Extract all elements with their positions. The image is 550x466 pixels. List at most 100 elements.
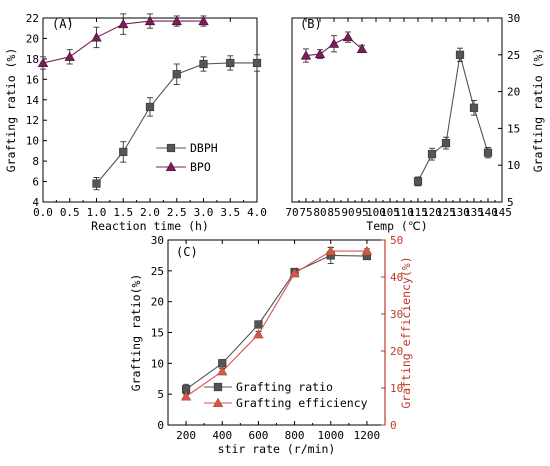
- y-tick-label: 4: [32, 196, 39, 209]
- series-2: [180, 245, 373, 401]
- x-tick-label: 70: [285, 206, 298, 219]
- data-point: [199, 59, 208, 69]
- y-tick-label: 16: [26, 73, 39, 86]
- y-tick-label: 6: [32, 176, 39, 189]
- series-1: [92, 54, 262, 191]
- data-point: [469, 103, 479, 112]
- x-axis-label: stir rate (r/min): [218, 442, 336, 456]
- y-tick-label: 20: [26, 32, 39, 45]
- legend: DBPH BPO: [156, 141, 218, 174]
- data-point: [483, 148, 493, 157]
- data-point: [325, 245, 336, 256]
- x-tick-label: 3.0: [194, 206, 214, 219]
- x-tick-label: 2.5: [167, 206, 187, 219]
- y-tick-label-right: 15: [507, 122, 520, 135]
- panel-label: (A): [52, 17, 74, 31]
- y2-tick-label: 30: [390, 308, 403, 321]
- data-point: [37, 57, 49, 68]
- x-tick-label: 1.5: [113, 206, 133, 219]
- y-tick-label: 30: [151, 234, 164, 247]
- x-tick-label: 4.0: [247, 206, 267, 219]
- x-tick-label: 1200: [354, 429, 381, 442]
- x-tick-label: 1.0: [87, 206, 107, 219]
- data-point: [254, 320, 263, 329]
- panel-label: (C): [176, 245, 198, 259]
- data-point: [118, 18, 129, 29]
- x-tick-label: 115: [408, 206, 428, 219]
- data-point: [226, 58, 235, 68]
- x-tick-label: 100: [366, 206, 386, 219]
- y-tick-label: 14: [26, 94, 40, 107]
- y-tick-label-right: 25: [507, 49, 520, 62]
- legend-entry: DBPH: [190, 141, 218, 155]
- data-point: [427, 150, 437, 159]
- data-point: [217, 366, 228, 376]
- panel-label: (B): [300, 17, 322, 31]
- chart-panel-2: 70 75 80 85 90 951001051101151201251301351401…: [285, 12, 545, 233]
- x-axis-label: Temp (℃): [366, 219, 427, 233]
- data-point: [91, 32, 102, 42]
- x-tick-label: 400: [212, 429, 232, 442]
- data-point: [119, 147, 128, 157]
- series-line: [185, 250, 367, 397]
- x-tick-label: 140: [478, 206, 498, 219]
- legend-entry: Grafting ratio: [236, 380, 333, 394]
- y-tick-label: 20: [151, 296, 164, 309]
- data-point: [171, 15, 182, 26]
- chart-panel-1: 0.0 0.5 1.0 1.5 2.0 2.5 3.0 3.5 4.0 4 6 8 10 12 14 16 18…: [4, 12, 267, 233]
- x-tick-label: 1000: [318, 429, 345, 442]
- x-tick-label: 80: [313, 206, 326, 219]
- data-point: [314, 48, 326, 59]
- data-point: [413, 177, 423, 186]
- x-tick-label: 800: [285, 429, 305, 442]
- legend-marker: [212, 397, 224, 408]
- x-tick-label: 105: [380, 206, 400, 219]
- x-tick-label: 145: [492, 206, 512, 219]
- legend-marker: [165, 161, 177, 172]
- data-point: [180, 391, 192, 401]
- chart-panel-3: 200 400 600 800 1000 1200 0 5 10 15 20 25 30 0 10 20 30 4…: [129, 234, 413, 456]
- series-1: [300, 31, 368, 63]
- x-tick-label: 130: [450, 206, 470, 219]
- y-tick-label: 10: [151, 357, 164, 370]
- y-tick-label: 15: [151, 327, 164, 340]
- data-point: [253, 329, 264, 339]
- x-tick-label: 3.5: [220, 206, 240, 219]
- y-axis-label: Grafting ratio(%): [129, 274, 143, 392]
- data-point: [300, 50, 312, 60]
- x-tick-label: 125: [436, 206, 456, 219]
- y-tick-label: 10: [26, 135, 39, 148]
- y2-tick-label: 40: [390, 271, 403, 284]
- y-tick-label: 22: [26, 12, 39, 25]
- y-tick-label: 18: [26, 53, 39, 66]
- y2-tick-label: 50: [390, 234, 403, 247]
- series-line: [185, 254, 367, 390]
- x-tick-label: 0.5: [60, 206, 80, 219]
- y2-tick-label: 20: [390, 345, 403, 358]
- series-2: [413, 47, 493, 187]
- legend-marker: [166, 143, 176, 153]
- y2-tick-label: 0: [390, 419, 397, 432]
- data-point: [144, 15, 156, 26]
- x-tick-label: 2.0: [140, 206, 160, 219]
- data-point: [198, 15, 209, 26]
- y-axis-label: Grafting ratio (%): [531, 48, 545, 173]
- y-tick-label: 25: [151, 265, 164, 278]
- legend: Grafting ratio Grafting efficiency: [204, 380, 368, 410]
- y-tick-label-right: 10: [507, 159, 520, 172]
- data-point: [218, 359, 227, 368]
- x-tick-label: 90: [341, 206, 354, 219]
- data-point: [64, 51, 75, 61]
- series-1: [181, 246, 372, 395]
- y-tick-label-right: 30: [507, 12, 520, 25]
- data-point: [172, 70, 181, 79]
- y-tick-label: 0: [157, 419, 164, 432]
- legend-entry: BPO: [190, 160, 211, 174]
- x-tick-label: 200: [176, 429, 196, 442]
- x-tick-label: 75: [299, 206, 312, 219]
- data-point: [441, 139, 451, 148]
- x-tick-label: 95: [355, 206, 368, 219]
- x-tick-label: 120: [422, 206, 442, 219]
- data-point: [145, 102, 155, 112]
- data-point: [356, 43, 368, 53]
